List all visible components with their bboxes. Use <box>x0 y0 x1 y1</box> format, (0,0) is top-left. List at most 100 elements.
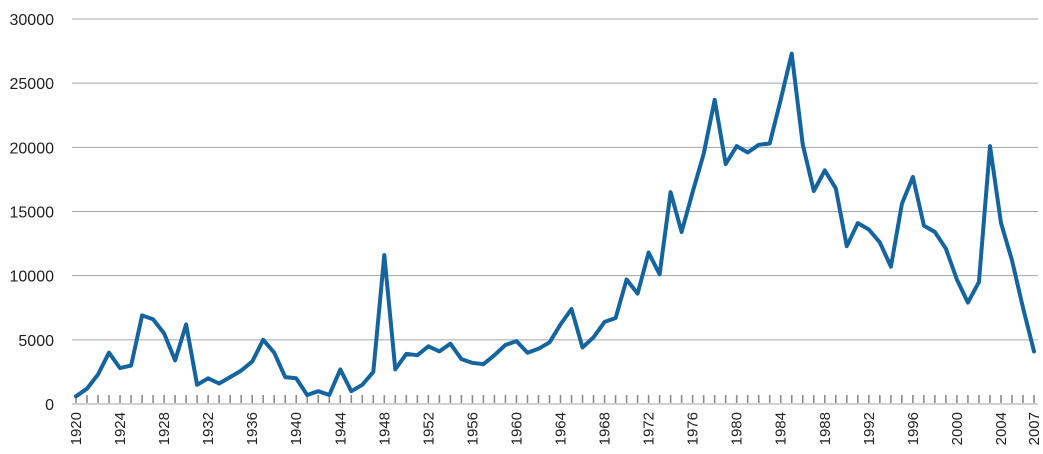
y-tick-label: 5000 <box>18 333 54 350</box>
data-point <box>107 351 111 355</box>
series-line <box>74 51 1036 399</box>
x-tick-label: 1980 <box>729 412 746 445</box>
data-point <box>900 202 904 206</box>
data-point <box>338 367 342 371</box>
y-tick-label: 10000 <box>10 269 55 286</box>
data-point <box>658 272 662 276</box>
data-point <box>801 143 805 147</box>
data-point <box>448 342 452 346</box>
data-point <box>735 144 739 148</box>
y-tick-label: 0 <box>45 397 54 414</box>
data-point <box>966 301 970 305</box>
data-point <box>691 190 695 194</box>
x-tick-label: 1960 <box>508 412 525 445</box>
data-point <box>503 343 507 347</box>
data-point <box>933 230 937 234</box>
x-tick-label: 2007 <box>1026 412 1043 445</box>
data-point <box>294 376 298 380</box>
data-point <box>559 322 563 326</box>
data-point <box>911 175 915 179</box>
y-tick-label: 20000 <box>10 140 55 157</box>
data-point <box>305 393 309 397</box>
data-point <box>481 362 485 366</box>
x-axis-tick-marks <box>75 395 1035 403</box>
x-tick-label: 1920 <box>68 412 85 445</box>
data-point <box>999 221 1003 225</box>
x-tick-label: 1936 <box>244 412 261 445</box>
data-point <box>140 313 144 317</box>
data-point <box>834 186 838 190</box>
data-point <box>272 351 276 355</box>
data-point <box>614 316 618 320</box>
data-point <box>404 352 408 356</box>
data-point <box>977 280 981 284</box>
x-tick-label: 1924 <box>112 412 129 445</box>
data-point <box>889 265 893 269</box>
x-tick-label: 1996 <box>905 412 922 445</box>
x-tick-label: 1928 <box>156 412 173 445</box>
data-point <box>669 190 673 194</box>
data-point <box>206 376 210 380</box>
data-point <box>371 370 375 374</box>
x-tick-label: 1952 <box>420 412 437 445</box>
x-tick-label: 1932 <box>200 412 217 445</box>
data-point <box>867 227 871 231</box>
x-tick-label: 1944 <box>332 412 349 445</box>
data-point <box>581 346 585 350</box>
data-point <box>382 253 386 257</box>
data-point <box>74 394 78 398</box>
x-tick-label: 1992 <box>861 412 878 445</box>
x-tick-label: 1964 <box>553 412 570 445</box>
data-point <box>162 331 166 335</box>
x-tick-label: 1988 <box>817 412 834 445</box>
data-point <box>603 320 607 324</box>
data-point <box>514 339 518 343</box>
data-point <box>118 366 122 370</box>
data-point <box>129 364 133 368</box>
x-tick-label: 1984 <box>773 412 790 445</box>
data-point <box>757 143 761 147</box>
data-point <box>426 344 430 348</box>
data-point <box>636 292 640 296</box>
data-point <box>195 383 199 387</box>
data-point <box>746 150 750 154</box>
x-tick-label: 2004 <box>993 412 1010 445</box>
data-point <box>470 361 474 365</box>
data-point <box>151 317 155 321</box>
data-point <box>349 389 353 393</box>
data-point <box>647 251 651 255</box>
data-point <box>459 357 463 361</box>
data-point <box>1021 306 1025 310</box>
data-point <box>415 353 419 357</box>
data-point <box>228 375 232 379</box>
data-point <box>547 340 551 344</box>
data-point <box>878 240 882 244</box>
x-axis-tick-labels: 1920 1924 1928 1932 1936 1940 1944 1948 1952 1956… <box>68 412 1043 445</box>
data-point <box>779 98 783 102</box>
data-point <box>525 351 529 355</box>
y-tick-label: 30000 <box>10 12 55 29</box>
data-point <box>702 152 706 156</box>
data-point <box>988 144 992 148</box>
data-point <box>724 162 728 166</box>
data-point <box>944 247 948 251</box>
data-point <box>360 383 364 387</box>
data-point <box>327 393 331 397</box>
x-tick-label: 1940 <box>288 412 305 445</box>
data-point <box>713 98 717 102</box>
data-point <box>856 221 860 225</box>
data-point <box>812 189 816 193</box>
x-tick-label: 1968 <box>597 412 614 445</box>
data-point <box>173 358 177 362</box>
y-axis-tick-labels: 0 5000 10000 15000 20000 25000 30000 <box>10 12 55 414</box>
data-point <box>955 278 959 282</box>
data-point <box>823 168 827 172</box>
data-point <box>217 381 221 385</box>
data-point <box>96 372 100 376</box>
series-layer <box>74 51 1036 399</box>
data-point <box>592 335 596 339</box>
x-tick-label: 1972 <box>641 412 658 445</box>
data-point <box>845 244 849 248</box>
data-point <box>184 322 188 326</box>
